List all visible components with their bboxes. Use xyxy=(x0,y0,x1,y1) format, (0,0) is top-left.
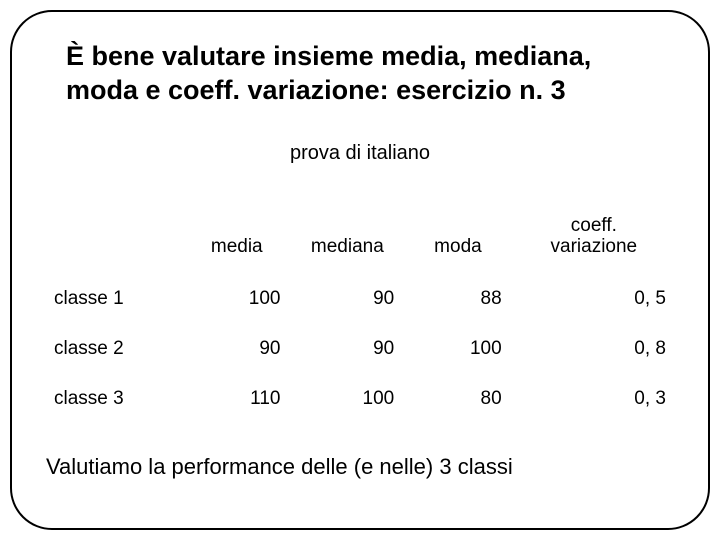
table-header-moda: moda xyxy=(404,215,511,275)
cell-mediana: 90 xyxy=(290,274,404,324)
cell-moda: 80 xyxy=(404,374,511,424)
table-header-row: media mediana moda coeff. variazione xyxy=(44,215,676,275)
table-row: classe 1 100 90 88 0, 5 xyxy=(44,274,676,324)
table-header-cv: coeff. variazione xyxy=(512,215,676,275)
cell-media: 110 xyxy=(183,374,290,424)
cell-cv: 0, 3 xyxy=(512,374,676,424)
table-header-mediana: mediana xyxy=(290,215,404,275)
table-header-empty xyxy=(44,215,183,275)
cell-cv: 0, 8 xyxy=(512,324,676,374)
slide-subtitle: prova di italiano xyxy=(44,142,676,165)
cell-moda: 88 xyxy=(404,274,511,324)
cell-media: 90 xyxy=(183,324,290,374)
row-label: classe 3 xyxy=(44,374,183,424)
table-row: classe 3 110 100 80 0, 3 xyxy=(44,374,676,424)
table-header-cv-line2: variazione xyxy=(551,236,638,257)
cell-moda: 100 xyxy=(404,324,511,374)
slide-title: È bene valutare insieme media, mediana, … xyxy=(66,40,666,108)
slide-frame: È bene valutare insieme media, mediana, … xyxy=(10,10,710,530)
table-row: classe 2 90 90 100 0, 8 xyxy=(44,324,676,374)
table-header-media: media xyxy=(183,215,290,275)
cell-mediana: 100 xyxy=(290,374,404,424)
row-label: classe 1 xyxy=(44,274,183,324)
footer-text: Valutiamo la performance delle (e nelle)… xyxy=(46,454,676,480)
cell-media: 100 xyxy=(183,274,290,324)
table-header-cv-line1: coeff. xyxy=(571,215,617,236)
row-label: classe 2 xyxy=(44,324,183,374)
cell-cv: 0, 5 xyxy=(512,274,676,324)
cell-mediana: 90 xyxy=(290,324,404,374)
stats-table: media mediana moda coeff. variazione cla… xyxy=(44,215,676,425)
